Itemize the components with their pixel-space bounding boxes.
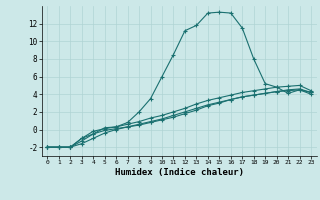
X-axis label: Humidex (Indice chaleur): Humidex (Indice chaleur) [115, 168, 244, 177]
